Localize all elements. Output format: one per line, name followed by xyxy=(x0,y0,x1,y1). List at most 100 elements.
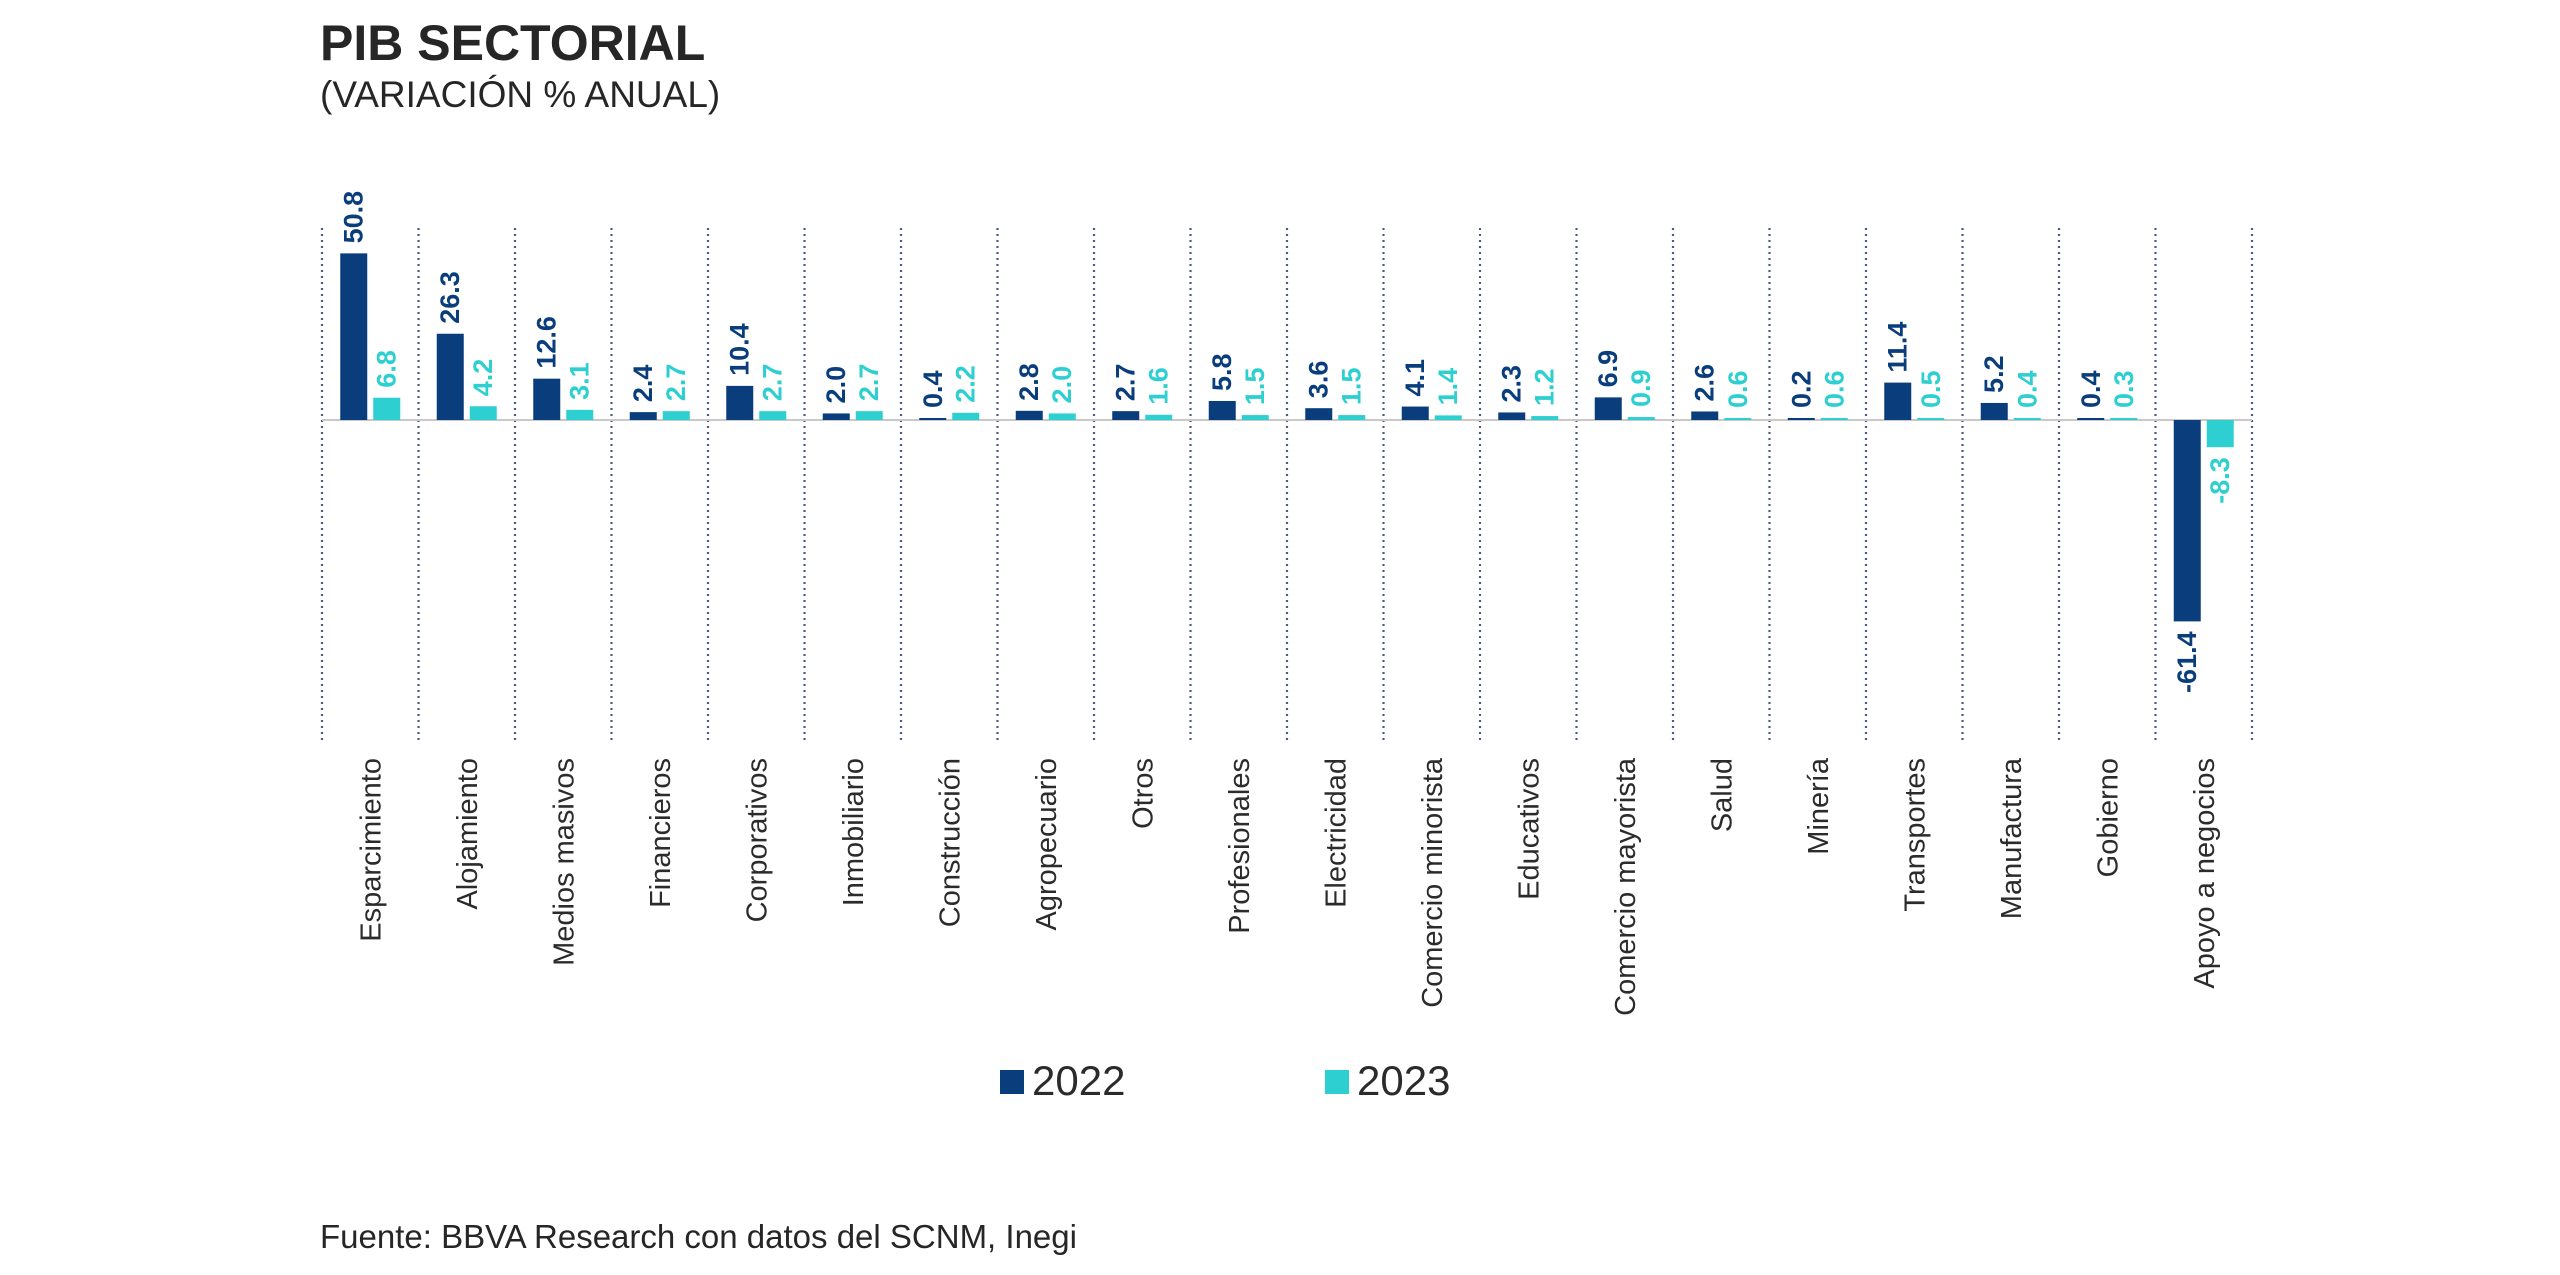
value-label-2023: 0.3 xyxy=(2109,370,2139,408)
bar-2023 xyxy=(1917,418,1945,420)
bar-2022 xyxy=(533,378,561,420)
category-label: Apoyo a negocios xyxy=(2189,758,2221,989)
bar-2023 xyxy=(2206,420,2234,448)
value-label-2022: 2.3 xyxy=(1497,365,1527,403)
value-label-2022: 2.0 xyxy=(821,366,851,404)
category-label: Agropecuario xyxy=(1031,758,1063,931)
value-label-2023: 2.2 xyxy=(951,365,981,403)
bar-2022 xyxy=(1594,397,1622,420)
value-label-2023: 2.7 xyxy=(758,364,788,402)
bar-2022 xyxy=(2077,418,2105,420)
value-labels-group: 50.86.826.34.212.63.1 2.4 2.710.42.7 2.0 2.7… xyxy=(339,191,2236,693)
category-label: Salud xyxy=(1706,758,1738,832)
bar-2022 xyxy=(1884,382,1912,420)
value-label-2022: 26.3 xyxy=(435,271,465,324)
value-label-2023: 1.5 xyxy=(1337,368,1367,406)
bar-2022 xyxy=(629,412,657,420)
bar-2023 xyxy=(1434,415,1462,420)
value-label-2023: 0.6 xyxy=(1723,370,1753,408)
legend-swatch xyxy=(1000,1070,1024,1094)
bar-2023 xyxy=(566,409,594,420)
value-label-2022: 0.4 xyxy=(2076,370,2106,408)
bar-2023 xyxy=(1338,415,1366,420)
value-label-2022: 4.1 xyxy=(1400,359,1430,397)
value-label-2022: 12.6 xyxy=(532,316,562,369)
legend-label: 2022 xyxy=(1032,1057,1125,1104)
value-label-2022: 50.8 xyxy=(339,191,369,244)
bar-2023 xyxy=(1820,418,1848,420)
legend-label: 2023 xyxy=(1357,1057,1450,1104)
category-label: Profesionales xyxy=(1224,758,1256,934)
value-label-2023: -8.3 xyxy=(2205,457,2235,504)
bar-2023 xyxy=(373,397,401,420)
value-label-2022: 5.2 xyxy=(1979,355,2009,393)
bar-2023 xyxy=(1241,415,1269,420)
value-label-2022: 2.8 xyxy=(1014,363,1044,401)
bar-2023 xyxy=(952,412,980,420)
value-label-2022: 6.9 xyxy=(1593,350,1623,388)
value-label-2023: 2.7 xyxy=(661,364,691,402)
category-label: Corporativos xyxy=(741,758,773,922)
value-label-2023: 1.5 xyxy=(1240,368,1270,406)
bar-2022 xyxy=(1305,408,1333,420)
value-label-2022: 2.6 xyxy=(1690,364,1720,402)
bar-2022 xyxy=(1691,411,1719,420)
bar-2022 xyxy=(340,253,368,420)
value-label-2023: 4.2 xyxy=(468,359,498,397)
bar-2022 xyxy=(1980,402,2008,420)
legend-item-2023: 2023 xyxy=(1325,1057,1450,1104)
value-label-2023: 2.7 xyxy=(854,364,884,402)
category-labels-group: Esparcimiento Alojamiento Medios masivos Fi… xyxy=(355,757,2221,1016)
bar-2022 xyxy=(1208,400,1236,420)
legend: 2022 2023 xyxy=(1000,1057,1450,1104)
bar-2022 xyxy=(1015,410,1043,420)
source-note: Fuente: BBVA Research con datos del SCNM… xyxy=(320,1218,1077,1255)
value-label-2023: 1.6 xyxy=(1144,367,1174,405)
bar-2022 xyxy=(1401,406,1429,420)
value-label-2022: 2.4 xyxy=(628,365,658,403)
category-label: Esparcimiento xyxy=(355,758,387,942)
value-label-2022: 2.7 xyxy=(1111,364,1141,402)
bar-2023 xyxy=(2110,418,2138,420)
value-label-2022: 0.4 xyxy=(918,370,948,408)
value-label-2023: 6.8 xyxy=(372,350,402,388)
bar-2022 xyxy=(822,413,850,420)
value-label-2022: 11.4 xyxy=(1883,322,1913,373)
bar-2023 xyxy=(1531,416,1559,420)
bar-2022 xyxy=(919,418,947,420)
category-label: Financieros xyxy=(645,758,677,908)
value-label-2022: 0.2 xyxy=(1786,370,1816,408)
value-label-2023: 0.5 xyxy=(1916,370,1946,408)
value-label-2023: 3.1 xyxy=(565,362,595,400)
value-label-2023: 0.4 xyxy=(2012,370,2042,408)
value-label-2022: 3.6 xyxy=(1304,361,1334,399)
legend-swatch xyxy=(1325,1070,1349,1094)
category-label: Comercio minorista xyxy=(1417,757,1449,1008)
category-label: Otros xyxy=(1127,758,1159,829)
category-separators xyxy=(320,228,2254,740)
category-label: Manufactura xyxy=(1996,757,2028,919)
bar-2022 xyxy=(436,333,464,420)
value-label-2023: 0.6 xyxy=(1819,370,1849,408)
bar-2023 xyxy=(2013,418,2041,420)
category-label: Minería xyxy=(1803,757,1835,855)
category-label: Educativos xyxy=(1513,758,1545,900)
bar-2023 xyxy=(855,411,883,420)
category-label: Alojamiento xyxy=(452,758,484,910)
value-label-2022: 10.4 xyxy=(725,323,755,376)
bar-2023 xyxy=(662,411,690,420)
chart-subtitle: (VARIACIÓN % ANUAL) xyxy=(320,74,721,115)
value-label-2023: 0.9 xyxy=(1626,370,1656,408)
category-label: Inmobiliario xyxy=(838,758,870,906)
bar-2022 xyxy=(1112,411,1140,420)
bar-2023 xyxy=(1627,417,1655,420)
category-label: Comercio mayorista xyxy=(1610,757,1642,1016)
bar-2023 xyxy=(1145,414,1173,420)
category-label: Construcción xyxy=(934,758,966,927)
category-label: Electricidad xyxy=(1320,758,1352,908)
category-label: Transportes xyxy=(1899,758,1931,912)
bar-2023 xyxy=(1724,418,1752,420)
bar-2023 xyxy=(1048,413,1076,420)
bar-2022 xyxy=(2173,420,2201,622)
bar-2022 xyxy=(1787,418,1815,420)
